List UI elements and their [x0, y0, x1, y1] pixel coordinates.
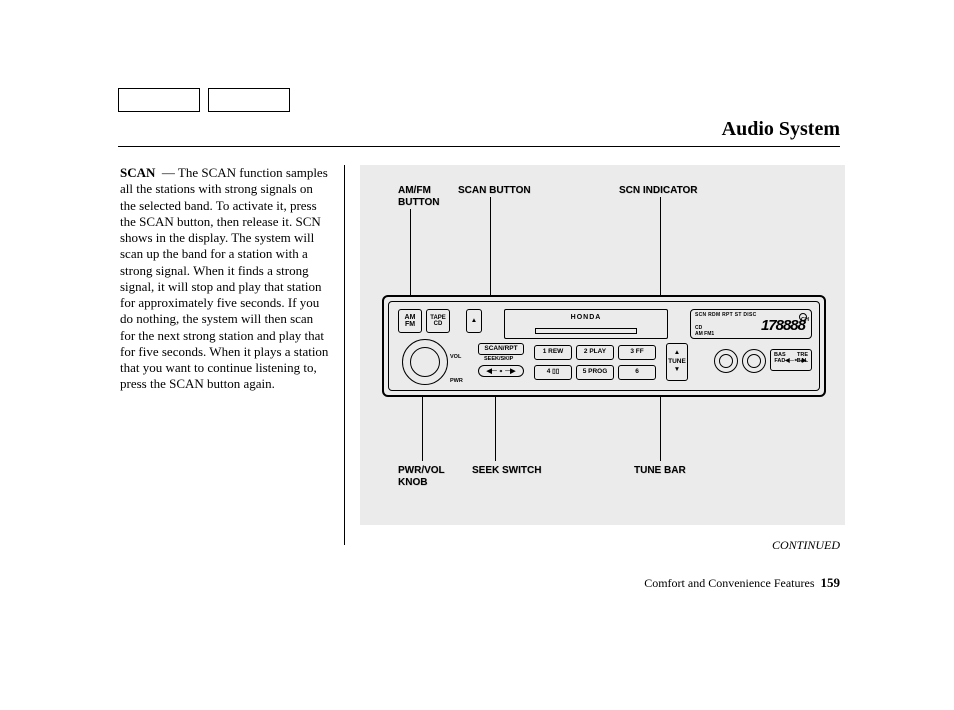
body-content: — The SCAN function samples all the stat…: [120, 165, 328, 391]
radio-diagram: AM/FM BUTTON SCAN BUTTON SCN INDICATOR P…: [360, 165, 845, 525]
round-button-1: [714, 349, 738, 373]
callout-pwr: PWR/VOL KNOB: [398, 465, 445, 488]
lead-amfm: [410, 209, 411, 309]
preset-2: 2 PLAY: [576, 345, 614, 360]
bas-tre-arrows: ◀─∘─▶: [785, 358, 797, 364]
lead-scn: [660, 197, 661, 310]
display-digits: 178888: [761, 317, 805, 334]
callout-tune: TUNE BAR: [634, 465, 686, 477]
amfm-button: AM FM: [398, 309, 422, 333]
display-band: CD AM FM1: [695, 325, 714, 337]
scan-rpt-button: SCAN/RPT: [478, 343, 524, 355]
page-title: Audio System: [722, 118, 840, 141]
callout-scn: SCN INDICATOR: [619, 185, 698, 197]
radio-unit: AM FM TAPE CD ▲ HONDA SCN RDM RPT ST DIS…: [382, 295, 826, 397]
callout-amfm: AM/FM BUTTON: [398, 185, 439, 208]
preset-3: 3 FF: [618, 345, 656, 360]
display-indicators: SCN RDM RPT ST DISC: [695, 312, 757, 318]
scan-label: SCAN: [120, 165, 155, 180]
seek-skip-label: SEEK/SKIP: [484, 357, 513, 363]
display-ch: CH: [801, 318, 809, 324]
body-paragraph: SCAN — The SCAN function samples all the…: [120, 165, 330, 393]
page-footer: Comfort and Convenience Features 159: [644, 575, 840, 591]
tab-2: [208, 88, 290, 112]
tapecd-button: TAPE CD: [426, 309, 450, 333]
preset-6: 6: [618, 365, 656, 380]
round-button-2: [742, 349, 766, 373]
tab-1: [118, 88, 200, 112]
preset-5: 5 PROG: [576, 365, 614, 380]
display-panel: SCN RDM RPT ST DISC 178888 CD AM FM1 CH: [690, 309, 812, 339]
column-divider: [344, 165, 345, 545]
seek-switch: ◀─ ∘ ─▶: [478, 365, 524, 377]
tune-bar: ▲ TUNE ▼: [666, 343, 688, 381]
pwr-label: PWR: [450, 379, 463, 385]
pwr-vol-knob: [402, 339, 448, 385]
eject-button: ▲: [466, 309, 482, 333]
bas-tre-panel: BAS FAD TRE BAL ◀─∘─▶: [770, 349, 812, 371]
callout-scan: SCAN BUTTON: [458, 185, 531, 197]
page: Audio System SCAN — The SCAN function sa…: [0, 0, 954, 710]
pwr-vol-knob-inner: [410, 347, 440, 377]
bas-label: BAS FAD: [774, 353, 786, 364]
brand-label: HONDA: [505, 314, 667, 321]
footer-section: Comfort and Convenience Features: [644, 576, 814, 590]
header-tabs: [118, 88, 290, 112]
title-rule: [118, 146, 840, 147]
continued-label: CONTINUED: [772, 538, 840, 553]
vol-label: VOL: [450, 355, 461, 361]
preset-4: 4 ▯▯: [534, 365, 572, 380]
tre-label: TRE BAL: [797, 353, 808, 364]
callout-seek: SEEK SWITCH: [472, 465, 541, 477]
preset-1: 1 REW: [534, 345, 572, 360]
disc-icon: [799, 313, 807, 321]
page-number: 159: [821, 575, 841, 590]
cassette-slot: HONDA: [504, 309, 668, 339]
